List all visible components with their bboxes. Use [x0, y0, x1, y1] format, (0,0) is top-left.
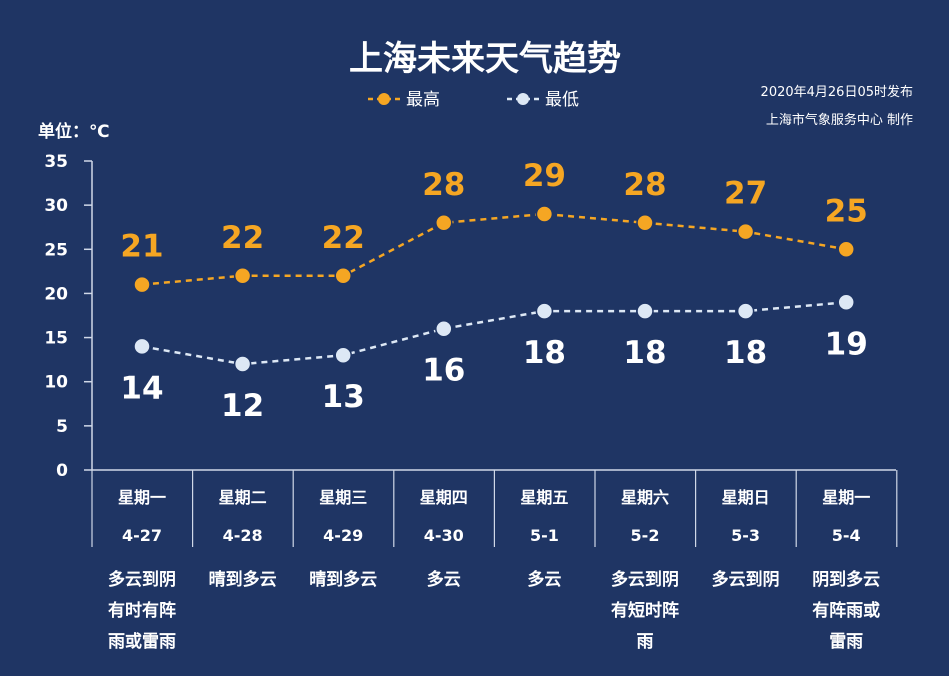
- data-points: [133, 205, 855, 373]
- low-value-label: 18: [724, 335, 767, 371]
- day-label: 星期四: [420, 488, 468, 507]
- legend-low-marker: [517, 93, 529, 105]
- high-value-label: 22: [221, 220, 264, 256]
- condition-label: 雨或雷雨: [108, 631, 176, 652]
- date-label: 5-3: [731, 526, 760, 545]
- condition-label: 雨: [637, 632, 654, 652]
- condition-label: 阴到多云: [812, 569, 880, 590]
- high-point: [837, 240, 855, 259]
- high-point: [233, 267, 252, 285]
- high-value-label: 29: [523, 158, 566, 194]
- low-value-label: 18: [523, 335, 566, 371]
- series-lines: [141, 212, 847, 366]
- condition-label: 多云到阴: [712, 569, 780, 590]
- producer-note: 上海市气象服务中心 制作: [766, 112, 913, 128]
- date-label: 5-4: [832, 526, 861, 545]
- high-point: [636, 214, 654, 232]
- condition-label: 晴到多云: [209, 569, 277, 590]
- condition-label: 多云到阴: [611, 569, 679, 590]
- y-tick-label: 25: [44, 240, 68, 260]
- condition-label: 晴到多云: [309, 569, 377, 590]
- condition-label: 多云: [527, 569, 561, 590]
- y-tick-label: 35: [44, 152, 68, 172]
- low-value-label: 13: [322, 379, 365, 415]
- high-point: [334, 267, 352, 285]
- y-tick-label: 10: [44, 373, 68, 393]
- y-tick-label: 0: [56, 461, 68, 481]
- date-label: 5-1: [530, 526, 559, 545]
- low-point: [837, 293, 855, 312]
- y-tick-label: 20: [44, 284, 68, 304]
- high-point: [736, 222, 755, 241]
- high-value-label: 21: [120, 229, 163, 265]
- publish-note: 2020年4月26日05时发布: [761, 84, 913, 100]
- condition-label: 有短时阵: [611, 600, 679, 621]
- high-series-line: [141, 212, 847, 286]
- low-value-label: 12: [221, 388, 264, 424]
- high-point: [535, 205, 554, 223]
- chart-title: 上海未来天气趋势: [349, 39, 621, 79]
- low-value-label: 18: [623, 335, 666, 371]
- legend-high-label: 最高: [406, 90, 440, 110]
- low-point: [636, 302, 654, 320]
- high-value-label: 28: [422, 167, 465, 203]
- low-point: [535, 302, 554, 320]
- y-tick-label: 30: [44, 196, 68, 216]
- condition-label: 多云到阴: [108, 569, 176, 590]
- condition-label: 有阵雨或: [812, 600, 880, 621]
- data-labels: 21 22 22 28 29 28 27 25 14 12 13 16 18 18 18 19: [120, 158, 867, 424]
- unit-label: 单位：℃: [38, 121, 110, 142]
- day-label: 星期二: [219, 488, 267, 507]
- low-point: [133, 337, 151, 356]
- low-point: [435, 319, 453, 338]
- high-value-label: 28: [623, 167, 666, 203]
- low-point: [334, 346, 352, 364]
- condition-label: 雷雨: [829, 632, 863, 652]
- low-value-label: 14: [120, 370, 163, 406]
- day-label: 星期三: [319, 488, 367, 507]
- high-point: [133, 275, 151, 294]
- date-label: 4-28: [223, 526, 263, 545]
- high-value-label: 22: [322, 220, 365, 256]
- day-label: 星期日: [722, 488, 770, 507]
- condition-label: 有时有阵: [108, 600, 176, 621]
- y-tick-label: 15: [44, 329, 68, 349]
- low-point: [233, 355, 252, 373]
- high-value-label: 25: [825, 193, 868, 229]
- condition-label: 多云: [427, 569, 461, 590]
- y-tick-label: 5: [56, 417, 68, 437]
- day-label: 星期六: [621, 488, 669, 507]
- axes: 0 5 10 15 20 25 30 35: [44, 152, 898, 547]
- low-value-label: 19: [825, 326, 868, 362]
- legend-high-marker: [378, 93, 390, 105]
- day-label: 星期五: [520, 488, 568, 507]
- legend-low-label: 最低: [545, 90, 579, 110]
- low-value-label: 16: [422, 353, 465, 389]
- day-label: 星期一: [822, 488, 870, 507]
- high-value-label: 27: [724, 176, 767, 212]
- date-label: 4-29: [323, 526, 363, 545]
- date-label: 5-2: [631, 526, 660, 545]
- low-point: [736, 302, 755, 320]
- date-label: 4-30: [424, 526, 464, 545]
- legend: 最高 最低: [368, 90, 579, 110]
- date-label: 4-27: [122, 526, 162, 545]
- day-label: 星期一: [118, 488, 166, 507]
- high-point: [435, 214, 453, 232]
